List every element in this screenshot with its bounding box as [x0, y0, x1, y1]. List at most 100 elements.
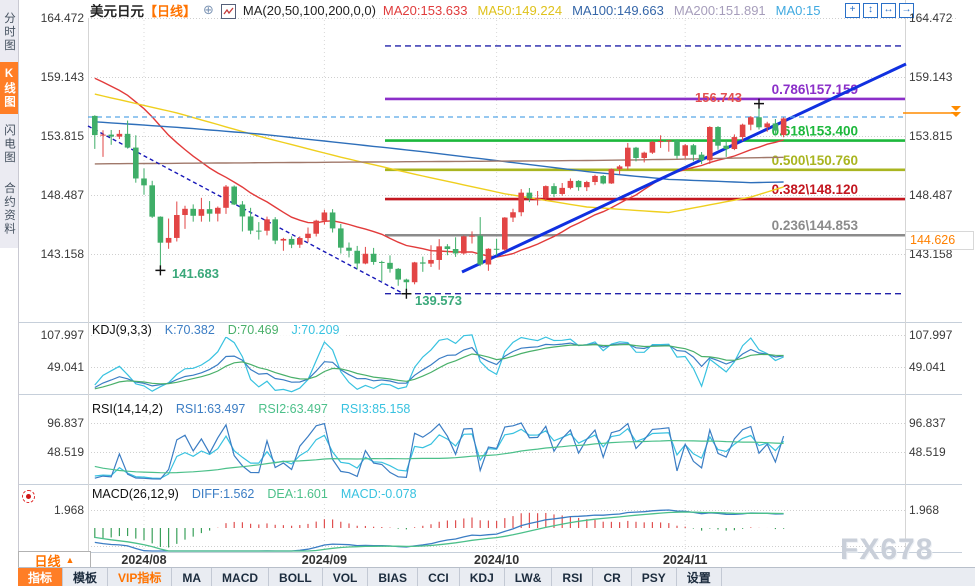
- alert-sun-icon[interactable]: [22, 490, 35, 503]
- price-tick-right: 148.487: [909, 188, 953, 202]
- ma-value-label: MA50:149.224: [477, 2, 563, 18]
- price-tick-left: 159.143: [40, 70, 84, 84]
- rsi-panel-header: RSI(14,14,2) RSI1:63.497 RSI2:63.497 RSI3:8…: [92, 402, 416, 416]
- ma-settings-label[interactable]: MA(20,50,100,200,0,0): [242, 2, 376, 18]
- sidebar-item-4[interactable]: 合约资料: [3, 182, 15, 236]
- descending-dashed-trendline[interactable]: [87, 125, 405, 295]
- kdj-tick-left: 49.041: [47, 360, 84, 374]
- toolbar-tab-cci[interactable]: CCI: [418, 568, 460, 586]
- macd-value-label: MACD:-0.078: [340, 487, 417, 501]
- rsi-value-label: RSI3:85.158: [340, 402, 411, 416]
- xaxis-label: 2024/08: [121, 553, 167, 567]
- price-tick-right: 164.472: [909, 11, 953, 25]
- rsi-title: RSI(14,14,2): [92, 402, 163, 416]
- add-indicator-icon[interactable]: ⊕: [203, 2, 214, 17]
- macd-histogram: [94, 512, 785, 548]
- toolbar-tab-macd[interactable]: MACD: [212, 568, 270, 586]
- fib-anchor-handle[interactable]: [754, 98, 764, 109]
- rsi-tick-right: 96.837: [909, 416, 946, 430]
- watermark: FX678: [840, 533, 934, 566]
- pan-move-icon[interactable]: +: [845, 3, 860, 18]
- fib-level-label: 0.236\144.853: [772, 218, 859, 233]
- price-tick-right: 143.158: [909, 247, 953, 261]
- rsi-tick-left: 48.519: [47, 445, 84, 459]
- fib-level-label: 0.382\148.120: [772, 182, 858, 197]
- ma-value-label: MA0:15: [775, 2, 821, 18]
- price-tick-left: 153.815: [40, 129, 84, 143]
- kdj-lines: [94, 334, 784, 393]
- price-tick-left: 164.472: [40, 11, 84, 25]
- chart-header: 美元日元【日线】 ⊕ MA(20,50,100,200,0,0) MA20:15…: [90, 0, 821, 20]
- macd-tick-left: 1.968: [53, 503, 84, 517]
- macd-value-label: DEA:1.601: [267, 487, 328, 501]
- rsi-lines: [94, 422, 785, 480]
- ma20-line: [94, 77, 784, 258]
- price-tick-left: 143.158: [40, 247, 84, 261]
- macd-panel-header: MACD(26,12,9) DIFF:1.562 DEA:1.601 MACD:-0.…: [92, 487, 422, 501]
- macd-tick-right: 1.968: [909, 503, 940, 517]
- fib-level-label: 0.786\157.159: [772, 82, 858, 97]
- toolbar-tab-rsi[interactable]: RSI: [552, 568, 594, 586]
- toolbar-tab-模板[interactable]: 模板: [63, 568, 109, 586]
- zoom-vertical-icon[interactable]: ↕: [863, 3, 878, 18]
- period-button-label: 日线: [34, 553, 61, 569]
- ma-values: MA20:153.633 MA50:149.224 MA100:149.663 MA2…: [383, 3, 821, 18]
- kdj-value-label: J:70.209: [291, 323, 340, 337]
- ma-value-label: MA200:151.891: [673, 2, 766, 18]
- indicator-toolbar: 指标 模板 VIP指标 MA MACD BOLL VOL BIAS CCI KDJ LW& RSI CR…: [18, 567, 975, 586]
- ma200-line: [94, 156, 784, 165]
- kdj-tick-right: 107.997: [909, 328, 953, 342]
- xaxis-label: 2024/09: [301, 553, 347, 567]
- macd-title: MACD(26,12,9): [92, 487, 179, 501]
- macd-value-label: DIFF:1.562: [191, 487, 255, 501]
- toolbar-tab-boll[interactable]: BOLL: [269, 568, 323, 586]
- moving-average-lines: [94, 77, 784, 258]
- sidebar-item-3[interactable]: 闪电图: [3, 123, 15, 165]
- xaxis-label: 2024/10: [474, 553, 520, 567]
- zoom-horizontal-icon[interactable]: ↔: [881, 3, 896, 18]
- line-chart-icon[interactable]: [220, 3, 236, 19]
- sidebar-item-2[interactable]: K线图: [0, 62, 18, 114]
- price-tick-right: 153.815: [909, 129, 953, 143]
- fib-anchor-handle[interactable]: [155, 265, 166, 276]
- kdj-title: KDJ(9,3,3): [92, 323, 152, 337]
- symbol-name: 美元日元: [90, 4, 144, 19]
- price-tick-left: 148.487: [40, 188, 84, 202]
- fib-anchor-handle[interactable]: [401, 288, 412, 299]
- xaxis-label: 2024/11: [662, 553, 708, 567]
- toolbar-tab-设置[interactable]: 设置: [677, 568, 722, 586]
- macd-lines: [94, 509, 784, 552]
- fib-level-label: 0.618\153.400: [772, 124, 858, 139]
- triangle-up-icon: ▲: [65, 555, 75, 565]
- alert-arrow-icon: [951, 106, 961, 117]
- current-price-tag: 144.626: [905, 231, 974, 250]
- ascending-trendline[interactable]: [461, 62, 907, 274]
- kdj-tick-right: 49.041: [909, 360, 946, 374]
- ma-value-label: MA20:153.633: [382, 2, 468, 18]
- toolbar-tab-lw&[interactable]: LW&: [505, 568, 553, 586]
- rsi-tick-right: 48.519: [909, 445, 946, 459]
- toolbar-tab-指标[interactable]: 指标: [18, 568, 64, 586]
- toolbar-tab-kdj[interactable]: KDJ: [460, 568, 505, 586]
- shift-right-icon[interactable]: →: [899, 3, 914, 18]
- sidebar-item-1[interactable]: 分时图: [3, 11, 15, 53]
- chart-type-sidebar: 分时图 K线图闪电图合约资料: [0, 0, 19, 586]
- toolbar-tab-vol[interactable]: VOL: [323, 568, 369, 586]
- fib-level-label: 0.500\150.760: [772, 153, 858, 168]
- kdj-value-label: K:70.382: [164, 323, 215, 337]
- kdj-tick-left: 107.997: [40, 328, 84, 342]
- ma-value-label: MA100:149.663: [572, 2, 664, 18]
- toolbar-tab-cr[interactable]: CR: [593, 568, 632, 586]
- toolbar-tab-bias[interactable]: BIAS: [368, 568, 419, 586]
- ma100-line: [94, 121, 784, 184]
- price-annotation: 141.683: [172, 266, 219, 281]
- candles[interactable]: [92, 103, 787, 294]
- toolbar-tab-vip指标[interactable]: VIP指标: [108, 568, 173, 586]
- toolbar-tab-ma[interactable]: MA: [172, 568, 213, 586]
- toolbar-tab-psy[interactable]: PSY: [632, 568, 677, 586]
- price-annotation: 156.743: [695, 90, 742, 105]
- ma50-line: [94, 93, 784, 214]
- symbol-title: 美元日元【日线】: [90, 0, 196, 20]
